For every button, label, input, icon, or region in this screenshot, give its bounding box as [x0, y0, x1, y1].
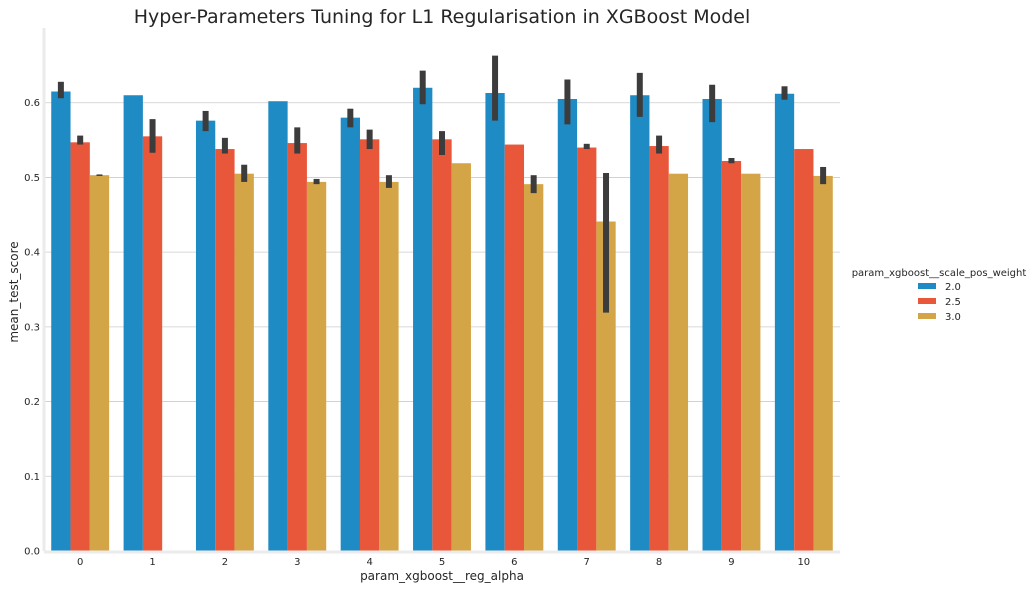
x-tick-label: 3 [294, 557, 300, 568]
bar [123, 95, 143, 551]
bar [721, 160, 742, 551]
bar [774, 93, 795, 552]
legend-title: param_xgboost__scale_pos_weight [852, 268, 1027, 279]
bar [432, 139, 452, 551]
y-tick-label: 0.4 [24, 248, 40, 259]
bar [359, 139, 380, 551]
x-tick-label: 9 [728, 557, 734, 568]
y-tick-label: 0.2 [24, 397, 40, 408]
legend-label: 2.5 [945, 297, 961, 308]
y-tick-label: 0.1 [24, 472, 40, 483]
x-tick-label: 1 [149, 557, 155, 568]
bar [142, 136, 163, 552]
error-bars [57, 55, 827, 313]
bar [557, 98, 578, 551]
x-tick-label: 4 [366, 557, 372, 568]
bar [451, 163, 471, 552]
chart-title: Hyper-Parameters Tuning for L1 Regularis… [134, 6, 751, 28]
bar [649, 146, 669, 551]
legend-swatch [918, 298, 936, 304]
axes: 0.0 0.1 0.2 0.3 0.4 0.5 0.6 0 1 2 3 4 5 6 7 8 9 10 [24, 28, 840, 568]
bar [702, 98, 722, 551]
legend-label: 2.0 [945, 282, 961, 293]
y-tick-label: 0.6 [24, 98, 40, 109]
x-tick-label: 6 [511, 557, 517, 568]
bar [668, 173, 689, 551]
bar [504, 144, 525, 551]
bar [813, 175, 833, 552]
bar [794, 149, 814, 551]
x-tick-label: 0 [77, 557, 83, 568]
y-axis-label: mean_test_score [7, 241, 21, 342]
y-tick-label: 0.0 [24, 547, 40, 558]
bar [741, 173, 761, 551]
legend-swatch [918, 283, 936, 289]
bar [268, 101, 288, 551]
bar [70, 142, 90, 551]
bar [340, 117, 360, 552]
x-tick-label: 5 [439, 557, 445, 568]
bar [577, 147, 597, 552]
bar [596, 221, 616, 551]
bar [630, 95, 650, 551]
x-tick-label: 2 [222, 557, 228, 568]
legend-label: 3.0 [945, 312, 961, 323]
y-tick-label: 0.3 [24, 322, 40, 333]
bars [51, 87, 833, 552]
bar [379, 181, 399, 551]
x-tick-label: 8 [656, 557, 662, 568]
legend: param_xgboost__scale_pos_weight 2.0 2.5 3.… [852, 268, 1027, 323]
bar [234, 173, 254, 551]
bar [215, 149, 235, 551]
x-tick-label: 10 [797, 557, 810, 568]
bar [89, 175, 110, 552]
bar [287, 143, 307, 551]
x-tick-label: 7 [584, 557, 590, 568]
bar [195, 120, 216, 551]
x-axis-label: param_xgboost__reg_alpha [360, 569, 524, 583]
bar [306, 181, 327, 551]
y-tick-label: 0.5 [24, 173, 40, 184]
bar [51, 91, 71, 551]
bar [485, 93, 505, 551]
bar [413, 87, 433, 552]
bar [524, 184, 544, 551]
legend-swatch [918, 313, 936, 319]
